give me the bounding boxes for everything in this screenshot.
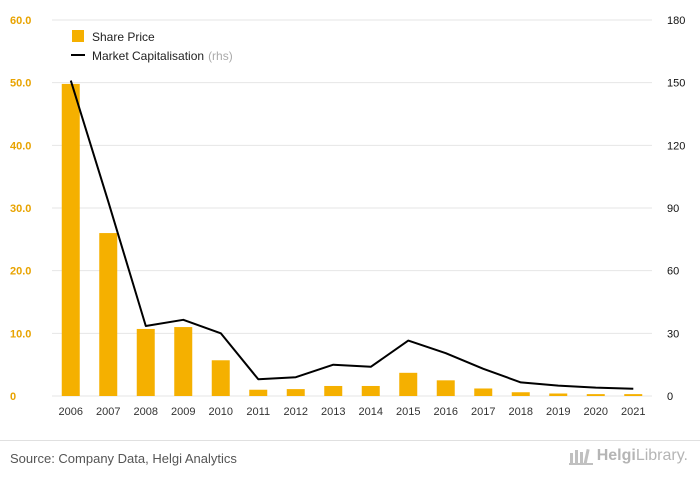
left-tick-label: 30.0	[10, 203, 31, 215]
footer-divider	[0, 440, 700, 441]
right-tick-label: 0	[667, 391, 673, 403]
share-price-bar	[624, 394, 643, 396]
x-tick-label: 2021	[621, 406, 645, 418]
share-price-bar	[211, 360, 230, 396]
right-tick-label: 90	[667, 203, 679, 215]
left-tick-label: 40.0	[10, 140, 31, 152]
right-tick-label: 120	[667, 140, 685, 152]
x-tick-label: 2012	[284, 406, 308, 418]
right-tick-label: 60	[667, 266, 679, 278]
share-price-bar	[324, 385, 343, 396]
left-tick-label: 0	[10, 391, 16, 403]
share-price-bar	[174, 327, 193, 396]
x-tick-label: 2011	[246, 406, 270, 418]
x-tick-label: 2016	[434, 406, 458, 418]
x-tick-label: 2018	[509, 406, 533, 418]
legend: Share Price Market Capitalisation (rhs)	[71, 30, 233, 63]
legend-label-market-cap: Market Capitalisation	[92, 49, 204, 63]
x-tick-label: 2015	[396, 406, 420, 418]
legend-label-market-cap-wrapper: Market Capitalisation (rhs)	[92, 49, 233, 63]
x-tick-label: 2014	[359, 406, 383, 418]
left-tick-label: 20.0	[10, 266, 31, 278]
share-price-bar	[399, 372, 418, 396]
legend-label-share-price: Share Price	[92, 30, 155, 44]
share-price-bar	[474, 388, 493, 396]
share-price-bar	[136, 328, 155, 396]
right-axis-ticks: 0 30 60 90 120 150 180	[667, 15, 685, 403]
market-cap-line	[69, 80, 634, 390]
share-price-bar	[286, 389, 305, 396]
share-price-bars	[61, 83, 643, 397]
left-tick-label: 50.0	[10, 78, 31, 90]
x-tick-label: 2006	[59, 406, 83, 418]
share-price-bar	[436, 380, 455, 396]
right-tick-label: 30	[667, 328, 679, 340]
share-price-bar	[511, 392, 530, 396]
left-axis-ticks: 0 10.0 20.0 30.0 40.0 50.0 60.0	[10, 15, 31, 403]
share-price-bar	[61, 83, 80, 397]
right-tick-label: 180	[667, 15, 685, 27]
x-tick-label: 2009	[171, 406, 195, 418]
x-tick-label: 2013	[321, 406, 345, 418]
share-price-bar	[361, 385, 380, 396]
x-tick-label: 2007	[96, 406, 120, 418]
source-note: Source: Company Data, Helgi Analytics	[10, 451, 237, 466]
left-tick-label: 60.0	[10, 15, 31, 27]
x-tick-label: 2017	[471, 406, 495, 418]
x-tick-label: 2010	[209, 406, 233, 418]
share-price-bar	[586, 394, 605, 396]
logo-text-helgi: Helgi	[596, 447, 636, 464]
x-axis-ticks: 2006 2007 2008 2009 2010 2011 2012 2013 2014 2015…	[59, 406, 646, 418]
share-price-bar	[549, 393, 568, 396]
share-price-bar	[249, 389, 268, 396]
share-price-bar	[99, 233, 118, 396]
x-tick-label: 2019	[546, 406, 570, 418]
chart: 0 10.0 20.0 30.0 40.0 50.0 60.0 0 30 60 90 120 150 1…	[10, 15, 685, 418]
helgi-library-logo: HelgiLibrary.	[568, 447, 688, 465]
legend-rhs-suffix: (rhs)	[208, 49, 233, 63]
left-tick-label: 10.0	[10, 328, 31, 340]
x-tick-label: 2008	[134, 406, 158, 418]
logo-text-library: Library.	[635, 447, 688, 464]
right-tick-label: 150	[667, 78, 685, 90]
legend-swatch-share-price	[72, 30, 84, 42]
x-tick-label: 2020	[584, 406, 608, 418]
library-icon	[568, 448, 593, 465]
